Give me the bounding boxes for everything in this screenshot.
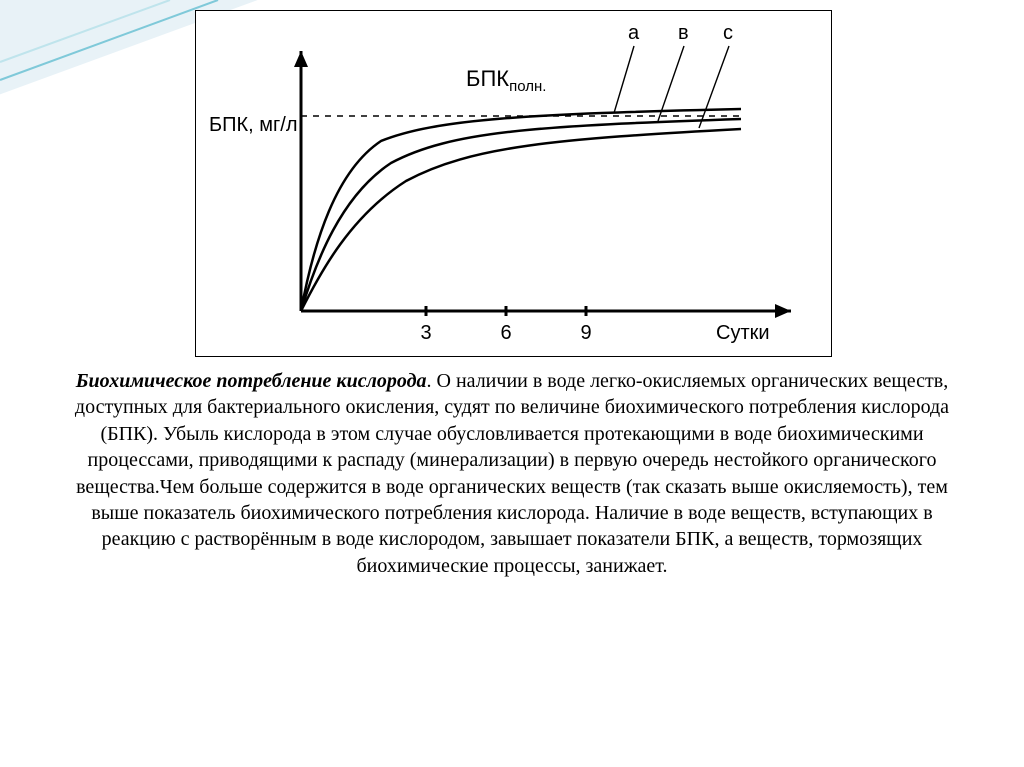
svg-text:в: в	[678, 22, 689, 44]
svg-text:3: 3	[420, 322, 431, 344]
caption-body: . О наличии в воде легко-окисляемых орга…	[75, 370, 949, 577]
chart-container: авс369СуткиБПК, мг/лБПКполн.	[195, 10, 832, 357]
svg-text:9: 9	[580, 322, 591, 344]
caption-title: Биохимическое потребление кислорода	[76, 370, 427, 392]
bod-chart: авс369СуткиБПК, мг/лБПКполн.	[196, 11, 831, 356]
svg-text:с: с	[723, 22, 733, 44]
svg-text:Сутки: Сутки	[716, 322, 770, 344]
caption-paragraph: Биохимическое потребление кислорода. О н…	[64, 368, 960, 579]
slide: авс369СуткиБПК, мг/лБПКполн. Биохимическ…	[0, 0, 1024, 767]
svg-text:а: а	[628, 22, 640, 44]
svg-text:6: 6	[500, 322, 511, 344]
svg-text:БПК, мг/л: БПК, мг/л	[209, 114, 298, 136]
